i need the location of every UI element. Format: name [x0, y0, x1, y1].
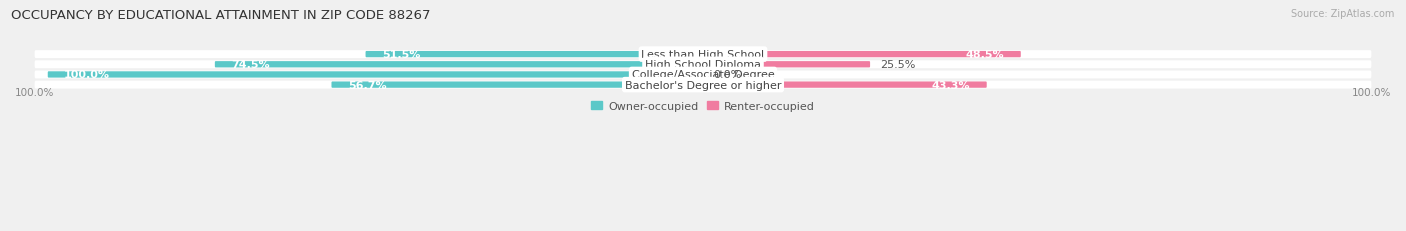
FancyBboxPatch shape	[48, 72, 703, 78]
FancyBboxPatch shape	[703, 62, 870, 68]
Text: OCCUPANCY BY EDUCATIONAL ATTAINMENT IN ZIP CODE 88267: OCCUPANCY BY EDUCATIONAL ATTAINMENT IN Z…	[11, 9, 430, 22]
FancyBboxPatch shape	[703, 82, 987, 88]
Text: 51.5%: 51.5%	[382, 50, 420, 60]
FancyBboxPatch shape	[35, 51, 1371, 59]
Text: Bachelor's Degree or higher: Bachelor's Degree or higher	[624, 80, 782, 90]
Text: 0.0%: 0.0%	[713, 70, 741, 80]
FancyBboxPatch shape	[35, 81, 1371, 89]
FancyBboxPatch shape	[35, 71, 1371, 79]
Text: High School Diploma: High School Diploma	[645, 60, 761, 70]
Text: 100.0%: 100.0%	[15, 87, 55, 97]
Text: 56.7%: 56.7%	[347, 80, 387, 90]
Text: 48.5%: 48.5%	[966, 50, 1004, 60]
FancyBboxPatch shape	[703, 52, 1021, 58]
Text: College/Associate Degree: College/Associate Degree	[631, 70, 775, 80]
Legend: Owner-occupied, Renter-occupied: Owner-occupied, Renter-occupied	[586, 97, 820, 116]
Text: 100.0%: 100.0%	[1351, 87, 1391, 97]
FancyBboxPatch shape	[332, 82, 703, 88]
FancyBboxPatch shape	[366, 52, 703, 58]
Text: 100.0%: 100.0%	[65, 70, 110, 80]
Text: 25.5%: 25.5%	[880, 60, 915, 70]
Text: 43.3%: 43.3%	[932, 80, 970, 90]
Text: Source: ZipAtlas.com: Source: ZipAtlas.com	[1291, 9, 1395, 19]
FancyBboxPatch shape	[215, 62, 703, 68]
Text: 74.5%: 74.5%	[231, 60, 270, 70]
Text: Less than High School: Less than High School	[641, 50, 765, 60]
FancyBboxPatch shape	[35, 61, 1371, 69]
